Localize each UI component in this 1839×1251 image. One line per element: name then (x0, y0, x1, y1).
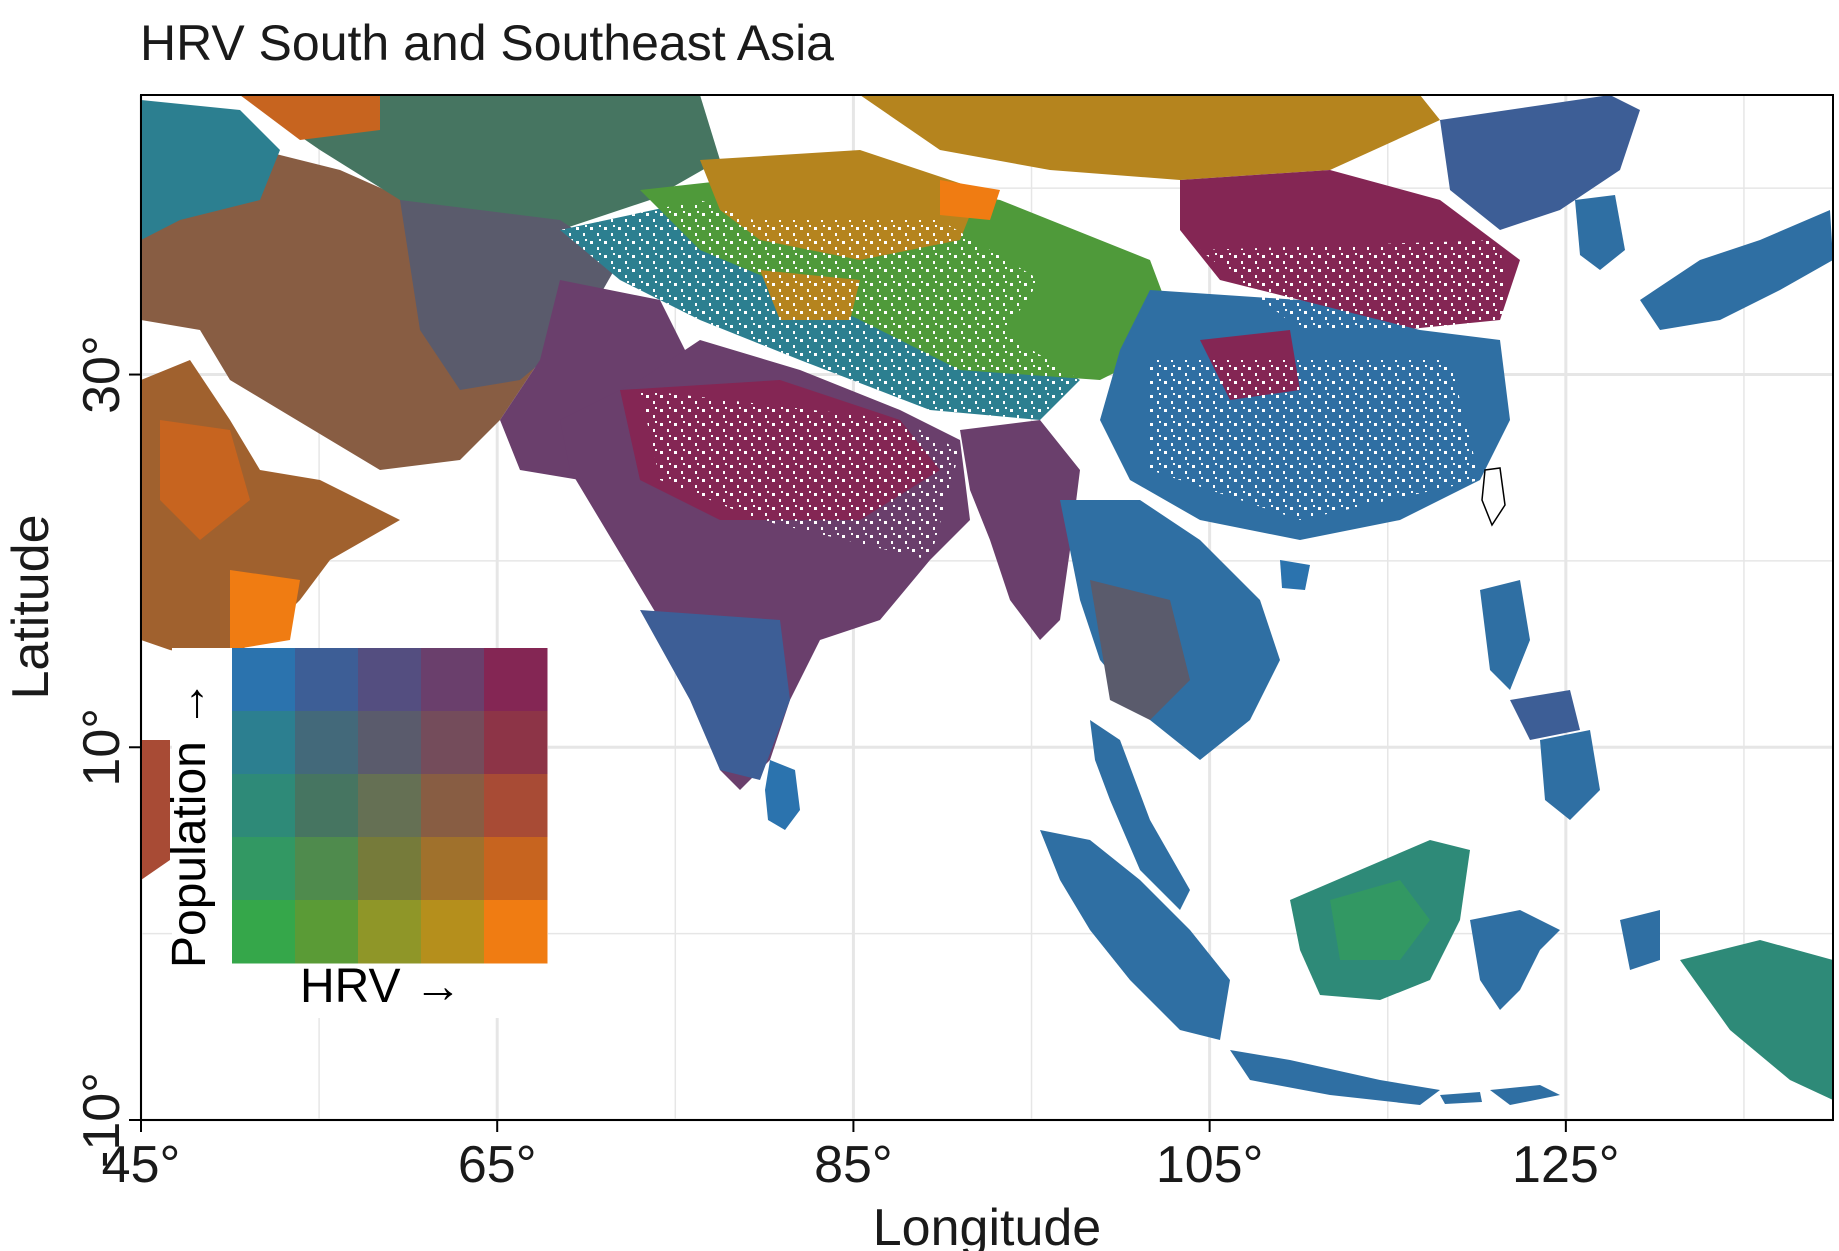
myanmar-region (960, 420, 1080, 640)
x-tick-label: 85° (814, 1136, 893, 1194)
thailand-mix (1090, 580, 1190, 720)
manchuria-blue (1440, 95, 1640, 230)
legend-cell (358, 711, 422, 775)
east-africa-region (141, 740, 170, 880)
timor (1490, 1085, 1560, 1105)
taiwan (1481, 467, 1506, 527)
caspian-teal-region (141, 100, 280, 240)
tarim-orange (940, 180, 1000, 220)
legend-cell (232, 900, 296, 964)
legend-cell (484, 711, 548, 775)
arabia-orange-patch (160, 420, 250, 540)
y-axis: 30° 10° -10° (73, 335, 141, 1168)
bali-nusa (1440, 1092, 1482, 1104)
sumatra (1040, 830, 1230, 1040)
mongolia-ochre (860, 95, 1440, 180)
x-axis: 45° 65° 85° 105° 125° (102, 1120, 1620, 1194)
panel-border (140, 94, 1834, 1121)
legend-y-label: Population → (163, 680, 216, 968)
arabia-orange-patch-2 (230, 570, 300, 650)
halmahera (1620, 910, 1660, 970)
java (1230, 1050, 1440, 1105)
legend-cell (421, 648, 485, 712)
korea (1575, 195, 1625, 270)
philippines-visayas (1510, 690, 1580, 740)
philippines-mindanao (1540, 730, 1600, 820)
legend-cell (421, 900, 485, 964)
y-axis-title: Latitude (2, 514, 60, 699)
legend-cell (358, 900, 422, 964)
legend-cell (295, 648, 359, 712)
legend-x-label: HRV → (300, 960, 462, 1013)
hainan (1280, 560, 1310, 590)
malay-peninsula (1090, 720, 1190, 910)
legend-cell (421, 711, 485, 775)
legend-cell (484, 774, 548, 838)
legend-cell (484, 648, 548, 712)
legend-cell (232, 774, 296, 838)
legend-cell (421, 774, 485, 838)
bivariate-legend: HRV → Population → (163, 648, 548, 1018)
legend-cell (484, 900, 548, 964)
legend-cell (484, 837, 548, 901)
legend-cell (358, 648, 422, 712)
x-tick-label: 65° (458, 1136, 537, 1194)
legend-cell (295, 711, 359, 775)
borneo-green (1330, 880, 1430, 960)
legend-cell (295, 900, 359, 964)
japan (1640, 210, 1833, 330)
kazakh-orange-region (240, 95, 380, 140)
x-tick-label: 125° (1512, 1136, 1620, 1194)
y-tick-label: -10° (73, 1072, 131, 1168)
legend-cell (358, 837, 422, 901)
sulawesi (1470, 910, 1560, 1010)
new-guinea (1680, 940, 1833, 1100)
legend-cell (295, 774, 359, 838)
legend-cell (232, 837, 296, 901)
y-tick-label: 30° (73, 335, 131, 414)
x-tick-label: 45° (102, 1136, 181, 1194)
legend-cell (421, 837, 485, 901)
legend-cell (232, 711, 296, 775)
legend-color-grid (232, 648, 548, 964)
philippines-luzon (1480, 580, 1530, 690)
sri-lanka (765, 760, 800, 830)
y-tick-label: 10° (73, 708, 131, 787)
chart-title: HRV South and Southeast Asia (140, 15, 834, 71)
legend-cell (232, 648, 296, 712)
india-south-blue (640, 610, 790, 780)
legend-cell (295, 837, 359, 901)
x-tick-label: 105° (1156, 1136, 1264, 1194)
x-axis-title: Longitude (873, 1199, 1101, 1251)
legend-cell (358, 774, 422, 838)
no-data-speckle (560, 200, 1510, 560)
